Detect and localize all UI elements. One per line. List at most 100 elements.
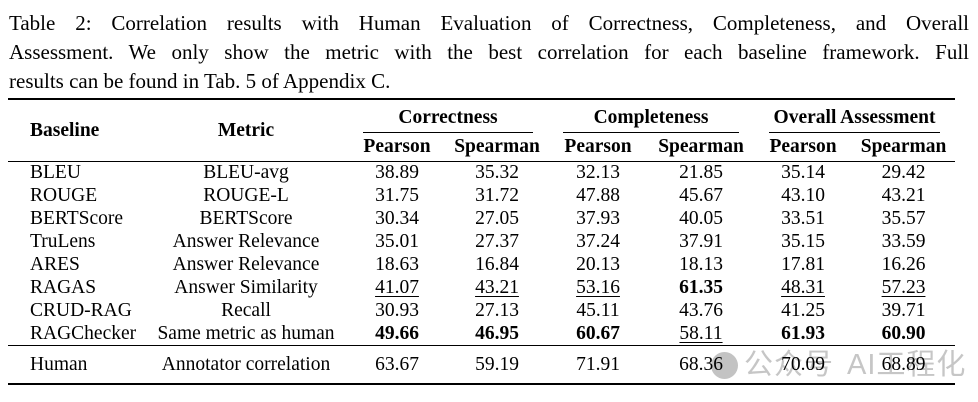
value-cell: 49.66 [375, 322, 419, 344]
value-cell: 35.15 [781, 231, 825, 252]
col-header-spearman: Spearman [852, 133, 956, 162]
value-cell: 32.13 [576, 162, 620, 184]
value-cell: 53.16 [576, 277, 620, 298]
table-row-bleu: BLEU BLEU-avg 38.89 35.32 32.13 21.85 35… [8, 162, 955, 185]
value-cell: 30.93 [375, 300, 419, 321]
value-cell: 46.95 [475, 322, 519, 344]
table-row-ragas: RAGAS Answer Similarity 41.07 43.21 53.1… [8, 277, 955, 300]
value-cell: 40.05 [679, 208, 723, 229]
value-cell: 33.59 [881, 231, 926, 252]
value-cell: 27.13 [475, 300, 519, 321]
value-cell: 31.72 [475, 185, 519, 206]
value-cell: 30.34 [375, 208, 419, 229]
table-row-crud-rag: CRUD-RAG Recall 30.93 27.13 45.11 43.76 … [8, 300, 955, 323]
value-cell: 63.67 [348, 345, 446, 384]
value-cell: 37.93 [576, 208, 620, 229]
value-cell: 21.85 [679, 162, 723, 184]
value-cell: 35.57 [881, 208, 926, 229]
value-cell: 45.67 [679, 185, 723, 206]
baseline-cell: ARES [30, 254, 80, 275]
baseline-cell: TruLens [30, 231, 96, 252]
value-cell: 68.36 [648, 345, 755, 384]
baseline-cell: CRUD-RAG [30, 300, 132, 321]
value-cell: 68.89 [852, 345, 956, 384]
value-cell: 39.71 [881, 300, 926, 321]
col-group-overall-assessment: Overall Assessment [754, 99, 955, 133]
col-header-pearson: Pearson [348, 133, 446, 162]
results-table: Baseline Metric Correctness Completeness… [8, 98, 956, 385]
metric-cell: Annotator correlation [144, 345, 348, 384]
value-cell: 60.90 [881, 322, 926, 344]
baseline-cell: Human [8, 345, 144, 384]
metric-cell: ROUGE-L [203, 185, 289, 206]
value-cell: 60.67 [576, 322, 620, 344]
value-cell: 35.32 [475, 162, 519, 184]
metric-cell: Same metric as human [157, 322, 335, 344]
value-cell: 43.21 [475, 277, 519, 298]
value-cell: 35.14 [781, 162, 825, 184]
value-cell: 33.51 [781, 208, 825, 229]
value-cell: 16.84 [475, 254, 519, 275]
value-cell: 58.11 [679, 322, 723, 344]
table-row-trulens: TruLens Answer Relevance 35.01 27.37 37.… [8, 231, 955, 254]
header-sub-row: Pearson Spearman Pearson Spearman Pearso… [8, 133, 956, 162]
results-table-wrapper: Baseline Metric Correctness Completeness… [8, 98, 978, 385]
value-cell: 16.26 [881, 254, 926, 275]
value-cell: 43.76 [679, 300, 723, 321]
value-cell: 17.81 [781, 254, 825, 275]
table-row-bertscore: BERTScore BERTScore 30.34 27.05 37.93 40… [8, 208, 955, 231]
table-caption: Table 2: Correlation results with Human … [0, 0, 978, 96]
value-cell: 35.01 [375, 231, 419, 252]
metric-cell: Answer Relevance [172, 231, 320, 252]
value-cell: 70.09 [754, 345, 853, 384]
metric-cell: Recall [221, 300, 271, 321]
header-group-row: Baseline Metric Correctness Completeness… [8, 99, 955, 162]
col-header-spearman: Spearman [446, 133, 548, 162]
value-cell: 57.23 [881, 277, 926, 298]
value-cell: 31.75 [375, 185, 419, 206]
table-body: BLEU BLEU-avg 38.89 35.32 32.13 21.85 35… [8, 162, 956, 384]
value-cell: 61.35 [679, 277, 723, 298]
metric-cell: BLEU-avg [203, 162, 289, 184]
value-cell: 18.13 [679, 254, 723, 275]
col-header-metric: Metric [144, 99, 348, 162]
value-cell: 20.13 [576, 254, 620, 275]
table-row-ares: ARES Answer Relevance 18.63 16.84 20.13 … [8, 254, 955, 277]
value-cell: 45.11 [576, 300, 620, 321]
value-cell: 27.05 [475, 208, 519, 229]
value-cell: 27.37 [475, 231, 519, 252]
metric-cell: BERTScore [199, 208, 293, 229]
value-cell: 38.89 [375, 162, 419, 184]
value-cell: 59.19 [446, 345, 548, 384]
baseline-cell: BLEU [30, 162, 81, 184]
value-cell: 43.21 [881, 185, 926, 206]
value-cell: 41.07 [375, 277, 419, 298]
col-header-spearman: Spearman [648, 133, 755, 162]
table-row-rouge: ROUGE ROUGE-L 31.75 31.72 47.88 45.67 43… [8, 185, 955, 208]
baseline-cell: RAGAS [30, 277, 97, 298]
value-cell: 37.24 [576, 231, 620, 252]
caption-line: results can be found in Tab. 5 of Append… [9, 69, 391, 93]
col-header-baseline: Baseline [8, 99, 144, 162]
value-cell: 47.88 [576, 185, 620, 206]
table-row-human: Human Annotator correlation 63.67 59.19 … [8, 345, 956, 384]
col-header-pearson: Pearson [548, 133, 648, 162]
col-group-correctness: Correctness [348, 99, 548, 133]
col-header-pearson: Pearson [754, 133, 853, 162]
baseline-cell: BERTScore [30, 208, 124, 229]
caption-line: Assessment. We only show the metric with… [9, 40, 969, 64]
col-group-completeness: Completeness [548, 99, 754, 133]
value-cell: 18.63 [375, 254, 419, 275]
baseline-cell: ROUGE [30, 185, 98, 206]
baseline-cell: RAGChecker [30, 322, 137, 344]
value-cell: 29.42 [881, 162, 926, 184]
table-row-ragchecker: RAGChecker Same metric as human 49.66 46… [8, 323, 955, 346]
caption-line: Table 2: Correlation results with Human … [9, 11, 969, 35]
table-header: Baseline Metric Correctness Completeness… [8, 99, 956, 162]
metric-cell: Answer Similarity [174, 277, 318, 298]
value-cell: 61.93 [781, 322, 825, 344]
metric-cell: Answer Relevance [172, 254, 320, 275]
value-cell: 71.91 [548, 345, 648, 384]
value-cell: 37.91 [679, 231, 723, 252]
